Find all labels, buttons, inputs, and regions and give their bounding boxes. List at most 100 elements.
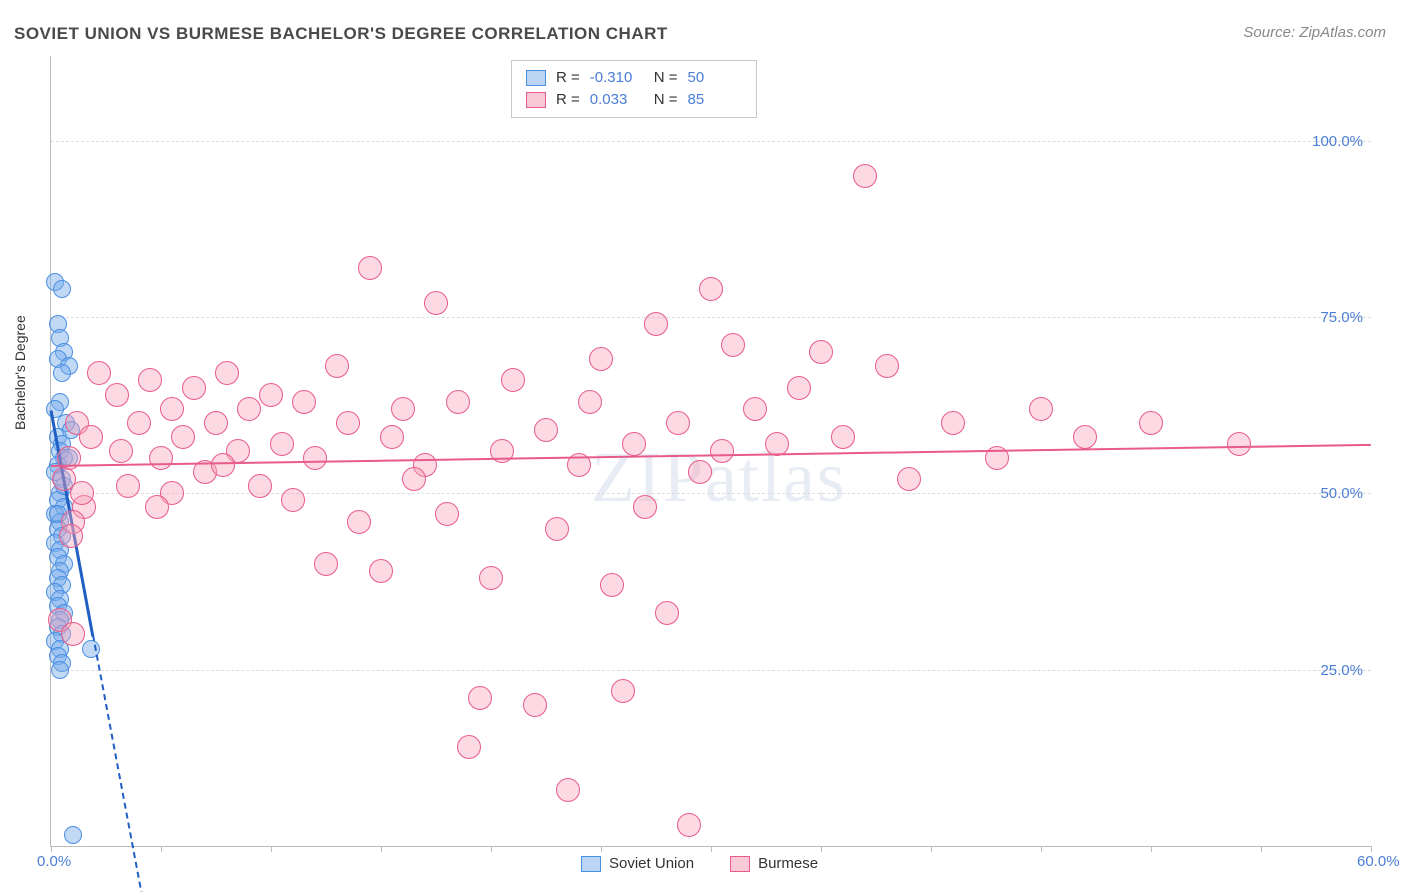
y-tick-label: 25.0% bbox=[1320, 662, 1363, 679]
data-point bbox=[204, 411, 228, 435]
legend-swatch bbox=[581, 856, 601, 872]
data-point bbox=[171, 425, 195, 449]
chart-title: SOVIET UNION VS BURMESE BACHELOR'S DEGRE… bbox=[14, 24, 668, 44]
legend-item: Burmese bbox=[730, 855, 818, 872]
n-label: N = bbox=[654, 89, 678, 111]
data-point bbox=[743, 397, 767, 421]
data-point bbox=[435, 502, 459, 526]
data-point bbox=[237, 397, 261, 421]
legend-label: Burmese bbox=[758, 855, 818, 872]
x-tick bbox=[51, 846, 52, 852]
data-point bbox=[787, 376, 811, 400]
data-point bbox=[831, 425, 855, 449]
data-point bbox=[699, 277, 723, 301]
data-point bbox=[358, 256, 382, 280]
data-point bbox=[64, 826, 82, 844]
data-point bbox=[53, 364, 71, 382]
data-point bbox=[369, 559, 393, 583]
r-value: -0.310 bbox=[590, 67, 644, 89]
data-point bbox=[853, 164, 877, 188]
data-point bbox=[589, 347, 613, 371]
data-point bbox=[215, 361, 239, 385]
data-point bbox=[622, 432, 646, 456]
data-point bbox=[655, 601, 679, 625]
legend-label: Soviet Union bbox=[609, 855, 694, 872]
data-point bbox=[149, 446, 173, 470]
y-tick-label: 50.0% bbox=[1320, 485, 1363, 502]
data-point bbox=[61, 622, 85, 646]
legend-swatch bbox=[526, 92, 546, 108]
y-tick-label: 100.0% bbox=[1312, 133, 1363, 150]
data-point bbox=[105, 383, 129, 407]
legend-row: R =0.033N =85 bbox=[526, 89, 742, 111]
legend-row: R = -0.310 N = 50 bbox=[526, 67, 742, 89]
data-point bbox=[303, 446, 327, 470]
r-label: R = bbox=[556, 67, 580, 89]
data-point bbox=[644, 312, 668, 336]
x-tick bbox=[1151, 846, 1152, 852]
n-value: 50 bbox=[688, 67, 742, 89]
gridline bbox=[51, 670, 1371, 671]
source-prefix: Source: bbox=[1243, 24, 1299, 41]
data-point bbox=[259, 383, 283, 407]
data-point bbox=[87, 361, 111, 385]
data-point bbox=[545, 517, 569, 541]
legend-swatch bbox=[730, 856, 750, 872]
x-tick bbox=[1371, 846, 1372, 852]
data-point bbox=[402, 467, 426, 491]
x-tick bbox=[491, 846, 492, 852]
x-tick bbox=[821, 846, 822, 852]
data-point bbox=[666, 411, 690, 435]
x-tick bbox=[161, 846, 162, 852]
data-point bbox=[897, 467, 921, 491]
correlation-legend: R =-0.310N =50R =0.033N =85 bbox=[511, 60, 757, 118]
data-point bbox=[446, 390, 470, 414]
data-point bbox=[688, 460, 712, 484]
data-point bbox=[380, 425, 404, 449]
data-point bbox=[127, 411, 151, 435]
data-point bbox=[710, 439, 734, 463]
legend-item: Soviet Union bbox=[581, 855, 694, 872]
data-point bbox=[1227, 432, 1251, 456]
data-point bbox=[721, 333, 745, 357]
source-link[interactable]: ZipAtlas.com bbox=[1299, 24, 1386, 41]
data-point bbox=[1073, 425, 1097, 449]
data-point bbox=[160, 397, 184, 421]
data-point bbox=[611, 679, 635, 703]
r-label: R = bbox=[556, 89, 580, 111]
series-legend: Soviet Union Burmese bbox=[581, 855, 818, 872]
x-tick bbox=[601, 846, 602, 852]
data-point bbox=[325, 354, 349, 378]
data-point bbox=[336, 411, 360, 435]
data-point bbox=[501, 368, 525, 392]
gridline bbox=[51, 493, 1371, 494]
data-point bbox=[145, 495, 169, 519]
data-point bbox=[391, 397, 415, 421]
n-label: N = bbox=[654, 67, 678, 89]
data-point bbox=[138, 368, 162, 392]
data-point bbox=[70, 481, 94, 505]
data-point bbox=[292, 390, 316, 414]
data-point bbox=[523, 693, 547, 717]
data-point bbox=[556, 778, 580, 802]
gridline bbox=[51, 141, 1371, 142]
data-point bbox=[600, 573, 624, 597]
x-tick bbox=[711, 846, 712, 852]
data-point bbox=[875, 354, 899, 378]
data-point bbox=[211, 453, 235, 477]
data-point bbox=[281, 488, 305, 512]
data-point bbox=[633, 495, 657, 519]
data-point bbox=[314, 552, 338, 576]
y-axis-label: Bachelor's Degree bbox=[12, 315, 28, 430]
x-tick bbox=[931, 846, 932, 852]
data-point bbox=[457, 735, 481, 759]
data-point bbox=[578, 390, 602, 414]
n-value: 85 bbox=[688, 89, 742, 111]
trend-line-extrapolated bbox=[92, 635, 184, 892]
data-point bbox=[270, 432, 294, 456]
data-point bbox=[59, 524, 83, 548]
data-point bbox=[677, 813, 701, 837]
data-point bbox=[1139, 411, 1163, 435]
data-point bbox=[534, 418, 558, 442]
data-point bbox=[468, 686, 492, 710]
